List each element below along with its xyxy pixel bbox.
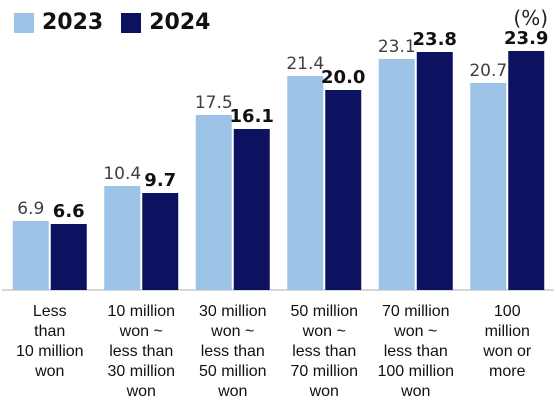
bar-2024-4 <box>416 52 453 290</box>
unit-label: (%) <box>513 6 548 30</box>
bar-2023-5 <box>470 83 507 290</box>
bar-2023-1 <box>104 186 141 290</box>
legend-swatch-2024 <box>121 12 142 33</box>
data-label-2023-0: 6.9 <box>17 199 44 219</box>
bar-2024-5 <box>508 51 545 290</box>
data-label-2024-4: 23.8 <box>413 29 457 50</box>
data-label-2023-1: 10.4 <box>103 164 141 184</box>
data-label-2024-2: 16.1 <box>230 106 274 127</box>
bar-2023-2 <box>195 115 232 290</box>
bar-2024-2 <box>233 129 270 290</box>
bar-2023-0 <box>12 221 49 290</box>
bar-2023-3 <box>287 76 324 290</box>
data-label-2023-5: 20.7 <box>469 61 507 81</box>
bar-2024-0 <box>50 224 87 290</box>
bar-2023-4 <box>378 59 415 290</box>
bar-2024-1 <box>142 193 179 290</box>
category-label-2: 30 million won ~ less than 50 million won <box>199 303 267 400</box>
chart-legend: 2023 2024 <box>14 10 228 35</box>
category-label-4: 70 million won ~ less than 100 million won <box>378 303 454 400</box>
data-label-2023-2: 17.5 <box>195 93 233 113</box>
category-label-3: 50 million won ~ less than 70 million won <box>290 303 358 400</box>
bar-2024-3 <box>325 90 362 290</box>
data-label-2024-3: 20.0 <box>321 67 365 88</box>
data-label-2024-5: 23.9 <box>504 28 548 49</box>
legend-label-2023: 2023 <box>42 10 104 35</box>
data-label-2023-3: 21.4 <box>286 54 324 74</box>
category-label-1: 10 million won ~ less than 30 million won <box>107 303 175 400</box>
legend-swatch-2023 <box>14 12 34 33</box>
legend-label-2024: 2024 <box>149 10 211 35</box>
data-label-2024-0: 6.6 <box>53 201 85 222</box>
data-label-2023-4: 23.1 <box>378 37 416 57</box>
legend-item-2024: 2024 <box>121 10 210 35</box>
data-label-2024-1: 9.7 <box>144 170 176 191</box>
category-label-5: 100 million won or more <box>482 303 532 380</box>
legend-item-2023: 2023 <box>14 10 103 35</box>
category-label-0: Less than 10 million won <box>16 303 84 380</box>
